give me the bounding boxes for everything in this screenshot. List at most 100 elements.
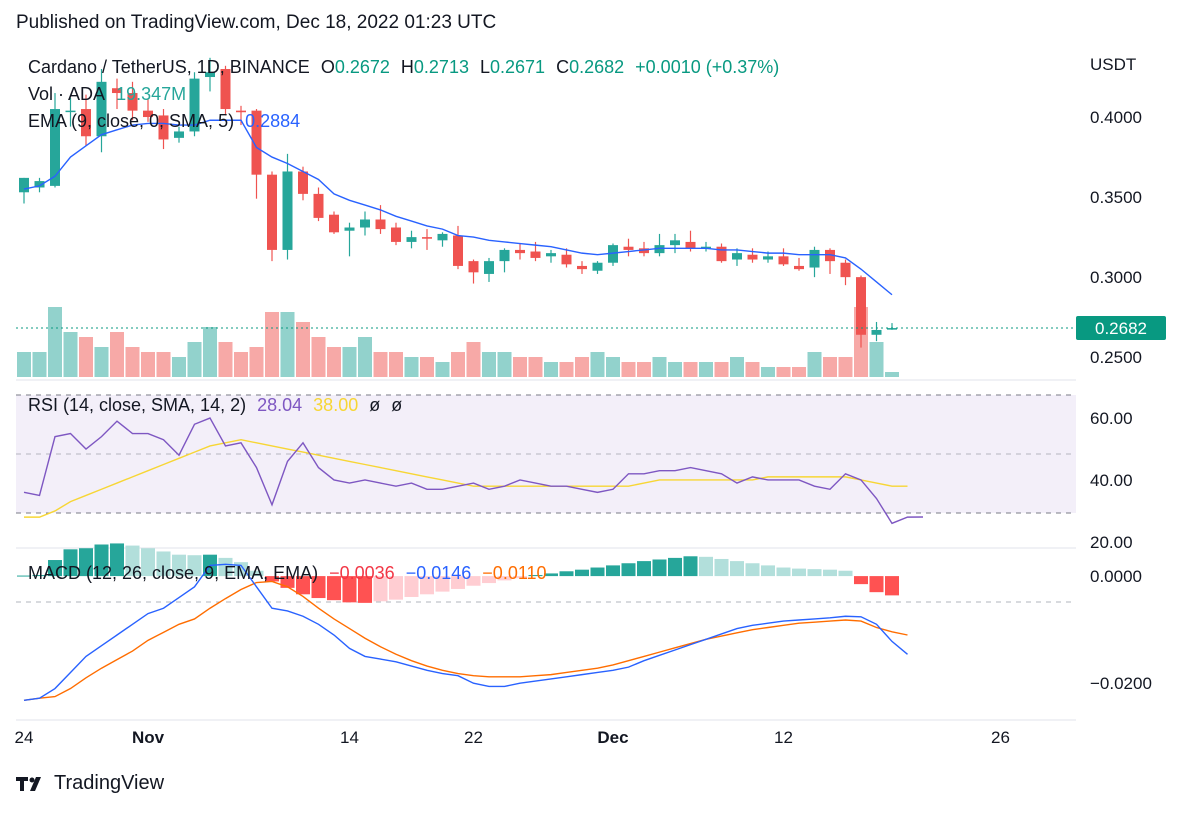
volume-bar <box>823 357 837 377</box>
macd-histogram-bar <box>590 567 605 577</box>
volume-bar <box>17 352 31 377</box>
signal-line <box>23 580 908 702</box>
volume-bar <box>79 337 93 377</box>
candle-body <box>437 233 448 241</box>
volume-bar <box>373 352 388 377</box>
volume-bar <box>792 367 806 377</box>
macd-lines <box>17 543 908 702</box>
volume-bar <box>435 362 450 377</box>
published-line: Published on TradingView.com, Dec 18, 20… <box>16 12 497 33</box>
candle-body <box>267 174 277 250</box>
macd-histogram-bar <box>683 556 698 577</box>
rsi-label: RSI (14, close, SMA, 14, 2) <box>28 395 247 415</box>
candle-body <box>158 115 169 140</box>
volume-bar <box>575 357 589 377</box>
volume-bar <box>342 347 357 377</box>
macd-tick-label: 0.0000 <box>1090 567 1142 586</box>
candlesticks <box>19 57 897 348</box>
volume-bar <box>869 342 884 377</box>
price-axis-unit: USDT <box>1090 55 1136 74</box>
volume-bar <box>668 362 682 377</box>
macd-histogram-bar <box>451 576 465 589</box>
macd-histogram-bar <box>637 561 651 577</box>
candle-body <box>220 69 231 110</box>
macd-histogram-bar <box>621 563 636 577</box>
high-label: H <box>400 57 414 77</box>
open-label: O <box>320 57 335 77</box>
candle-body <box>685 241 696 249</box>
candle-body <box>577 265 587 270</box>
macd-histogram-bar <box>435 576 450 592</box>
close-label: C <box>556 57 570 77</box>
candle-body <box>670 240 680 246</box>
macd-histogram-bar <box>575 569 589 577</box>
volume-bar <box>48 307 62 377</box>
rsi-sma-value: 38.00 <box>313 395 359 415</box>
candle-body <box>608 245 618 263</box>
candle-body <box>236 110 246 113</box>
footer-brand[interactable]: TradingView <box>16 772 164 795</box>
macd-histogram-bar <box>482 576 496 584</box>
rsi-extra-1: ø <box>369 395 381 415</box>
candle-body <box>515 249 525 254</box>
ohlc-legend: Cardano / TetherUS, 1D, BINANCE O0.2672 … <box>28 57 785 78</box>
macd-histogram-bar <box>652 559 667 577</box>
candle-body <box>530 251 541 258</box>
candle-body <box>546 253 556 257</box>
macd-histogram-bar <box>280 576 295 588</box>
macd-histogram-bar <box>869 576 884 593</box>
volume-bar <box>218 342 233 377</box>
macd-histogram-bar <box>513 576 527 579</box>
candle-body <box>282 171 293 250</box>
macd-histogram-bar <box>358 576 372 603</box>
volume-bar <box>606 357 620 377</box>
candle-body <box>654 245 665 254</box>
volume-bar <box>590 352 605 377</box>
candle-body <box>298 171 308 194</box>
volume-bar <box>745 362 760 377</box>
macd-axis: 0.0000 −0.0200 <box>1090 567 1152 693</box>
macd-histogram-bar <box>125 545 140 577</box>
volume-bar <box>497 352 512 377</box>
candle-body <box>794 265 804 270</box>
macd-histogram-bar <box>544 573 558 577</box>
volume-bar <box>699 362 713 377</box>
volume-bar <box>94 347 109 377</box>
volume-bar <box>761 367 775 377</box>
volume-bar <box>280 312 295 377</box>
macd-histogram-bar <box>807 569 822 577</box>
candle-body <box>825 249 835 262</box>
volume-bar <box>203 327 217 377</box>
candle-body <box>65 110 76 113</box>
macd-histogram-bar <box>420 576 434 595</box>
macd-histogram-bar <box>776 567 791 577</box>
candle-body <box>360 219 370 228</box>
candle-body <box>778 256 789 265</box>
macd-tick-label: −0.0200 <box>1090 674 1152 693</box>
macd-hist-value: −0.0036 <box>329 563 395 583</box>
candle-body <box>499 249 510 262</box>
macd-histogram-bar <box>296 576 310 595</box>
current-price-text: 0.2682 <box>1095 319 1147 338</box>
volume-bar <box>125 347 140 377</box>
volume-bar <box>482 352 496 377</box>
volume-bar <box>730 357 744 377</box>
rsi-extra-2: ø <box>391 395 403 415</box>
time-tick-label: 14 <box>340 728 359 747</box>
time-tick-label: 26 <box>991 728 1010 747</box>
macd-histogram-bar <box>699 556 713 577</box>
macd-histogram-bar <box>249 570 264 577</box>
ema-value: 0.2884 <box>245 111 301 131</box>
volume-label: Vol · ADA <box>28 84 106 104</box>
macd-histogram-bar <box>48 560 62 577</box>
candle-body <box>81 109 91 137</box>
volume-bar <box>544 362 558 377</box>
macd-histogram-bar <box>668 557 682 577</box>
volume-bar <box>807 352 822 377</box>
macd-histogram-bar <box>404 576 419 597</box>
candle-body <box>484 261 494 274</box>
candle-body <box>406 237 417 242</box>
candle-body <box>96 81 107 137</box>
volume-bar <box>265 312 279 377</box>
